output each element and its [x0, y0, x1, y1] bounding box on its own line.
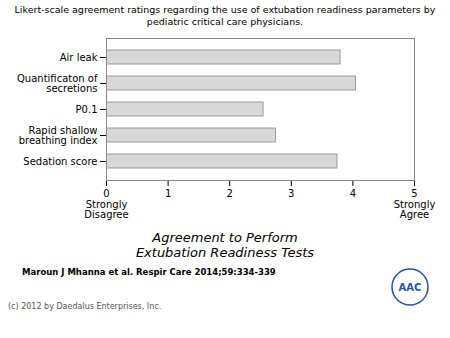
html-text:Agreement to Perform Extubatio: Agreement to Perform Extubation Readines…: [135, 229, 315, 261]
svg-text:Air leak: Air leak: [60, 51, 98, 62]
svg-text:4: 4: [350, 187, 356, 198]
html-text:Maroun J Mhanna et al. Respir: Maroun J Mhanna et al. Respir Care 2014;…: [22, 266, 276, 277]
svg-text:1: 1: [165, 187, 171, 198]
svg-text:0: 0: [103, 187, 109, 198]
svg-text:2: 2: [227, 187, 233, 198]
svg-text:5: 5: [411, 187, 417, 198]
svg-text:Quantificaton ofsecretions: Quantificaton ofsecretions: [17, 72, 98, 93]
svg-text:3: 3: [288, 187, 294, 198]
svg-text:StronglyDisagree: StronglyDisagree: [84, 198, 128, 219]
svg-text:AAC: AAC: [399, 281, 422, 292]
html-text:(c) 2012 by Daedalus Enterpris: (c) 2012 by Daedalus Enterprises, Inc.: [8, 301, 162, 311]
html-text:Likert-scale agreement ratings: Likert-scale agreement ratings regarding…: [14, 4, 436, 27]
svg-text:Rapid shallowbreathing index: Rapid shallowbreathing index: [19, 124, 98, 145]
svg-text:Sedation score: Sedation score: [23, 155, 97, 166]
svg-text:P0.1: P0.1: [76, 103, 98, 114]
svg-text:StronglyAgree: StronglyAgree: [394, 198, 436, 219]
